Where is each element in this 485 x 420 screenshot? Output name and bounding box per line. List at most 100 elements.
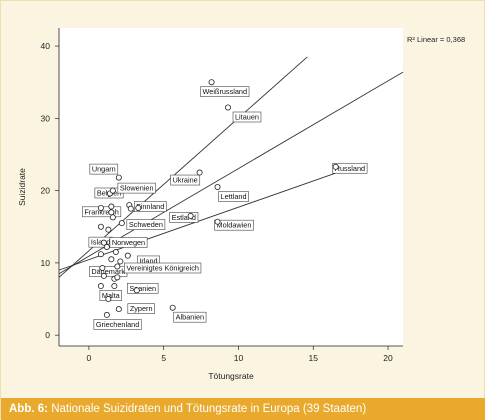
data-point bbox=[97, 204, 104, 211]
data-point bbox=[109, 214, 116, 221]
point-label-group: Dänemark bbox=[89, 266, 128, 277]
point-label: Estland bbox=[172, 213, 196, 222]
point-label: Irland bbox=[139, 256, 157, 265]
r2-annotation: R² Linear = 0,368 bbox=[407, 35, 465, 44]
point-label-group: Weißrussland bbox=[200, 86, 250, 98]
point-label-box bbox=[173, 311, 207, 323]
point-label: Schweden bbox=[129, 220, 163, 229]
data-point bbox=[332, 163, 339, 170]
data-point bbox=[97, 251, 104, 258]
point-label-group: Albanien bbox=[173, 311, 207, 323]
point-label-box bbox=[169, 212, 199, 223]
data-point bbox=[115, 174, 122, 181]
y-tick-label: 40 bbox=[41, 41, 51, 51]
caption-text: Nationale Suizidraten und Tötungsrate in… bbox=[51, 403, 367, 415]
x-tick-label: 0 bbox=[87, 353, 92, 363]
point-label: Ukraine bbox=[173, 176, 198, 185]
point-label: Moldawien bbox=[217, 221, 252, 230]
point-label: Vereinigtes Königreich bbox=[126, 264, 199, 273]
points-layer: Weißrussland Litauen Ukraine Lettland Russla… bbox=[82, 79, 368, 330]
point-label-group: Slowenien bbox=[117, 182, 156, 194]
point-label: Russland bbox=[335, 164, 365, 173]
point-label-group: Spanien bbox=[127, 282, 159, 294]
data-point bbox=[103, 243, 110, 250]
point-label: Island bbox=[91, 238, 110, 247]
point-label: Zypern bbox=[130, 304, 153, 313]
data-point bbox=[112, 249, 119, 256]
x-tick-label: 20 bbox=[383, 353, 393, 363]
point-label-box bbox=[89, 163, 119, 175]
point-label: Griechenland bbox=[96, 320, 139, 329]
point-label-group: Ukraine bbox=[170, 174, 201, 186]
y-axis-title: Suizidrate bbox=[17, 168, 27, 206]
data-point bbox=[115, 306, 122, 313]
data-point bbox=[133, 287, 140, 294]
data-point bbox=[100, 239, 107, 246]
data-point bbox=[97, 283, 104, 290]
x-axis-title: Tötungsrate bbox=[208, 371, 254, 381]
caption-prefix: Abb. 6: bbox=[9, 403, 48, 415]
point-label: Dänemark bbox=[91, 267, 125, 276]
point-label-box bbox=[127, 282, 159, 294]
data-point bbox=[105, 226, 112, 233]
x-tick-label: 15 bbox=[309, 353, 319, 363]
data-point bbox=[208, 79, 215, 86]
data-point bbox=[169, 304, 176, 311]
data-point bbox=[99, 264, 106, 271]
data-point bbox=[114, 263, 121, 270]
data-point bbox=[118, 220, 125, 227]
data-point bbox=[108, 256, 115, 263]
point-label: Litauen bbox=[235, 113, 259, 122]
point-label: Albanien bbox=[176, 313, 204, 322]
point-label-box bbox=[93, 319, 142, 330]
x-tick-label: 5 bbox=[161, 353, 166, 363]
scatter-chart: 0 5 10 15 20 0 10 20 30 40 Weißrussland Litauen Ukr… bbox=[17, 28, 465, 381]
data-point bbox=[214, 183, 221, 190]
point-label-box bbox=[133, 201, 167, 212]
data-point bbox=[135, 204, 142, 211]
point-label-box bbox=[332, 162, 368, 174]
data-point bbox=[196, 169, 203, 176]
caption-bar: Abb. 6: Nationale Suizidraten und Tötung… bbox=[1, 398, 485, 420]
point-label-box bbox=[109, 237, 148, 248]
point-label-group: Norwegen bbox=[109, 237, 148, 248]
y-tick-label: 20 bbox=[41, 186, 51, 196]
point-label-box bbox=[232, 111, 262, 123]
point-label-box bbox=[214, 219, 254, 231]
y-tick-label: 10 bbox=[41, 258, 51, 268]
data-point bbox=[214, 218, 221, 225]
data-point bbox=[103, 311, 110, 318]
point-label-group: Schweden bbox=[126, 219, 166, 230]
point-label-group: Griechenland bbox=[93, 319, 142, 330]
point-label-group: Zypern bbox=[127, 303, 155, 314]
point-label-box bbox=[218, 191, 249, 202]
point-label-box bbox=[124, 262, 202, 274]
point-label: Ungarn bbox=[92, 165, 116, 174]
data-point bbox=[109, 187, 116, 194]
data-point bbox=[100, 272, 107, 279]
point-label: Norwegen bbox=[112, 238, 145, 247]
point-label-group: Litauen bbox=[232, 111, 262, 123]
data-point bbox=[108, 203, 115, 210]
point-label: Frankreich bbox=[84, 207, 118, 216]
point-label-box bbox=[170, 174, 201, 186]
point-label-box bbox=[126, 219, 166, 230]
point-label-group: Russland bbox=[332, 162, 368, 174]
point-label-group: Vereinigtes Königreich bbox=[124, 262, 202, 274]
y-tick-label: 30 bbox=[41, 113, 51, 123]
y-tick-label: 0 bbox=[45, 330, 50, 340]
data-point bbox=[124, 252, 131, 259]
data-point bbox=[111, 283, 118, 290]
point-label-group: Ungarn bbox=[89, 163, 119, 175]
point-label-group: Moldawien bbox=[214, 219, 254, 231]
data-point bbox=[114, 274, 121, 281]
point-label: Slowenien bbox=[120, 184, 154, 193]
point-label: Lettland bbox=[221, 192, 247, 201]
point-label-box bbox=[200, 86, 250, 98]
x-tick-label: 10 bbox=[234, 353, 244, 363]
point-label: Weißrussland bbox=[203, 87, 247, 96]
point-label: Spanien bbox=[129, 284, 156, 293]
data-point bbox=[97, 223, 104, 230]
point-label: Finnland bbox=[136, 202, 164, 211]
